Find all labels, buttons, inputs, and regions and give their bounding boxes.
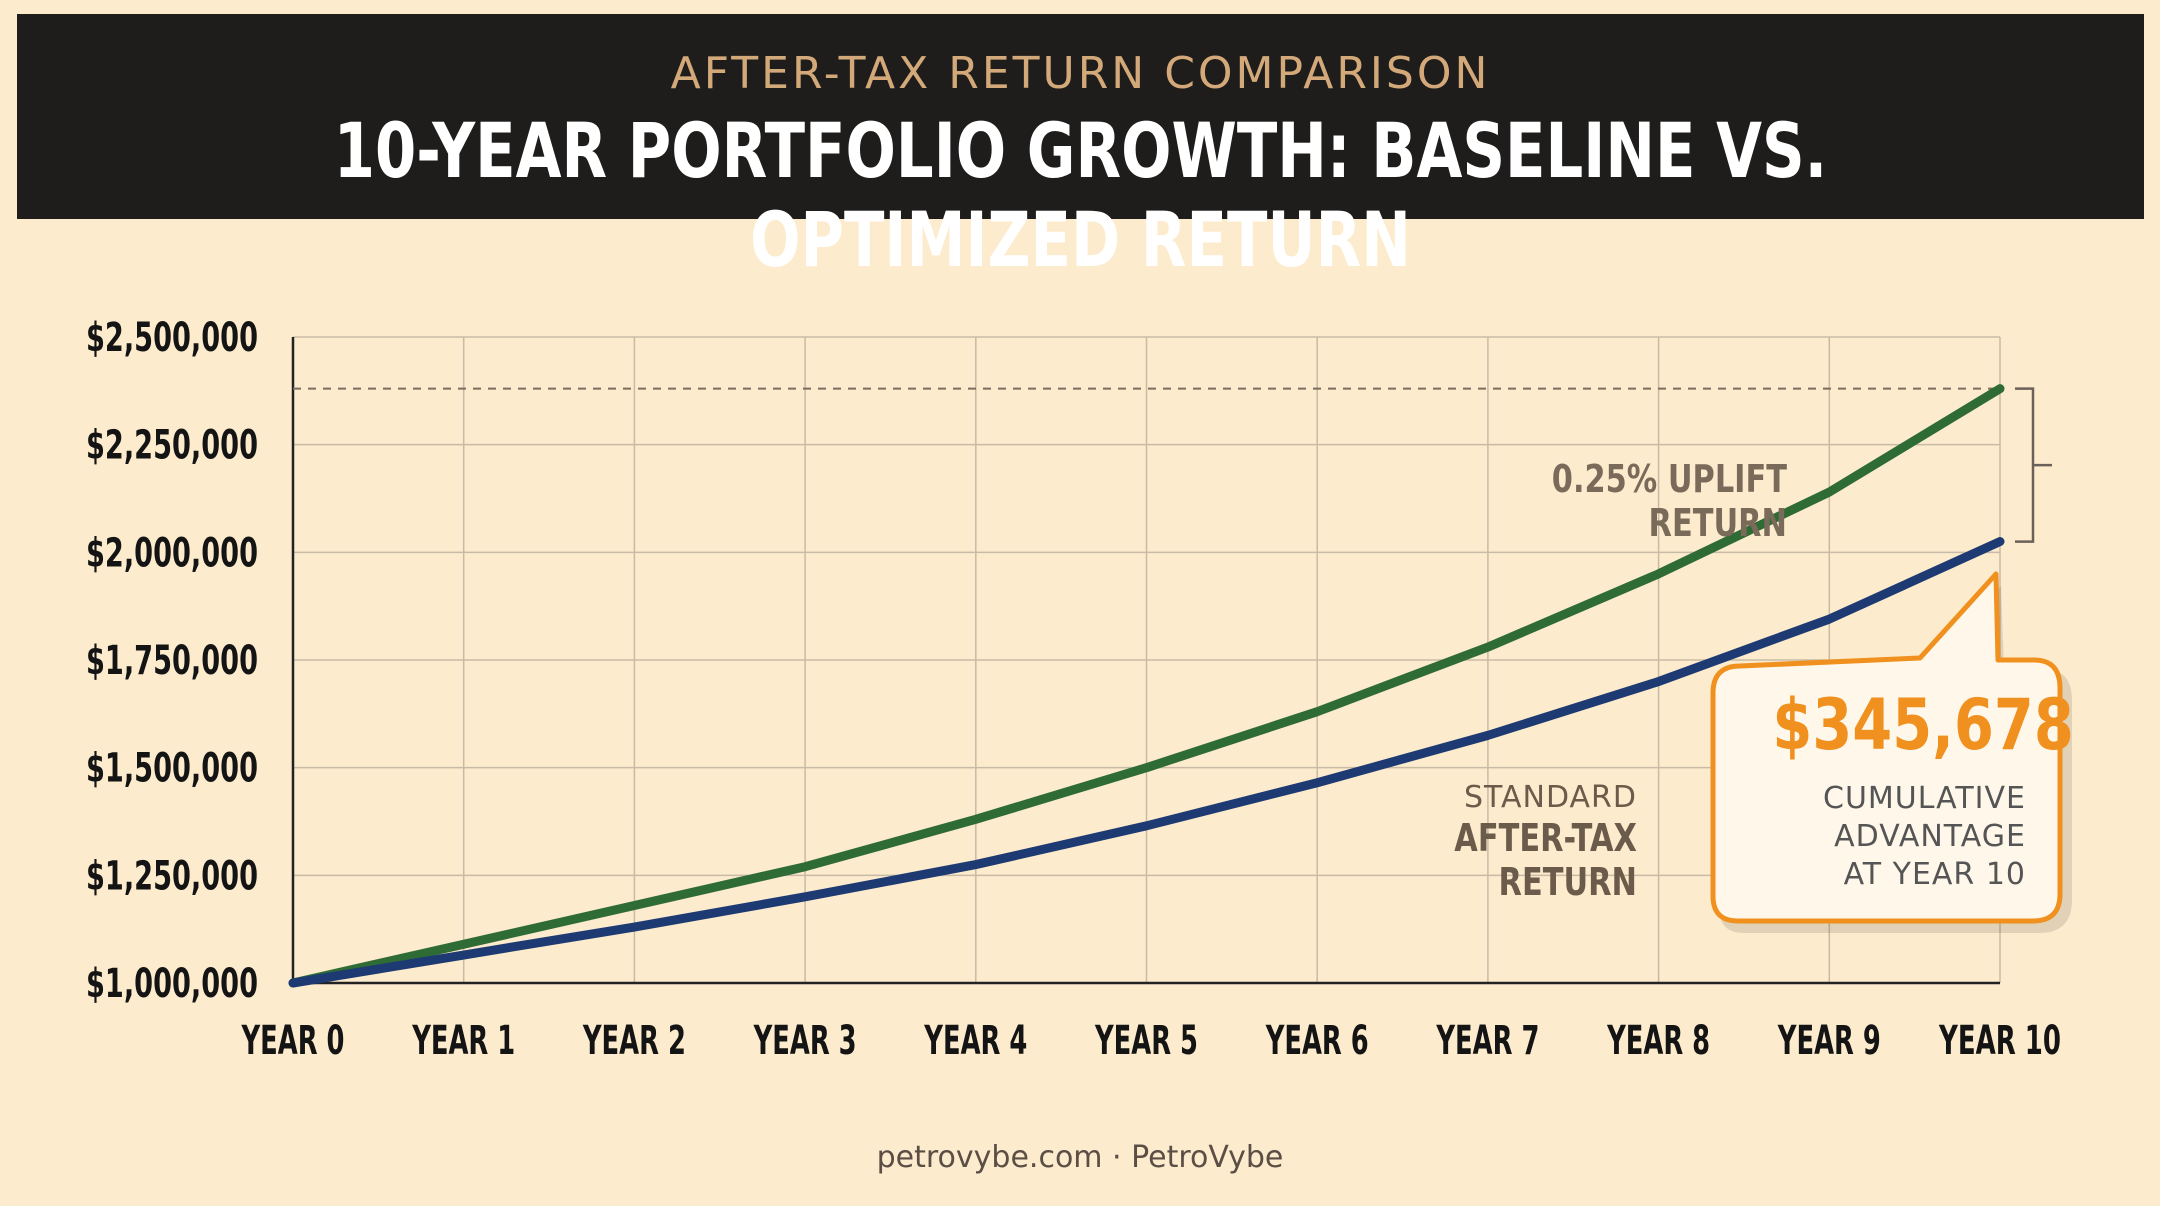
x-tick-label: YEAR 2: [582, 1018, 686, 1064]
callout-line3: AT YEAR 10: [1843, 857, 2026, 892]
x-tick-label: YEAR 0: [241, 1018, 345, 1064]
x-tick-label: YEAR 10: [1938, 1018, 2061, 1064]
x-tick-label: YEAR 5: [1094, 1018, 1198, 1064]
callout-box: [1710, 571, 2063, 924]
x-tick-label: YEAR 3: [753, 1018, 857, 1064]
header-banner: AFTER-TAX RETURN COMPARISON 10-YEAR PORT…: [17, 14, 2144, 284]
footer-credit: petrovybe.com · PetroVybe: [876, 1140, 1284, 1175]
callout-value: $345,678: [1772, 684, 2074, 766]
series-line-optimized: [288, 384, 2005, 988]
x-tick-label: YEAR 1: [412, 1018, 516, 1064]
x-tick-label: YEAR 7: [1436, 1018, 1540, 1064]
uplift-label: 0.25% UPLIFT RETURN: [1551, 457, 1787, 545]
standard-label-line1: STANDARD: [1463, 780, 1637, 815]
y-tick-label: $2,500,000: [86, 315, 258, 361]
standard-label-line2: AFTER-TAX RETURN: [1454, 816, 1637, 904]
series-line-standard: [288, 537, 2005, 988]
x-tick-label: YEAR 9: [1777, 1018, 1881, 1064]
y-tick-label: $1,000,000: [86, 961, 258, 1007]
chart-kicker: AFTER-TAX RETURN COMPARISON: [670, 48, 1491, 99]
chart-title: 10-YEAR PORTFOLIO GROWTH: BASELINE VS. O…: [333, 106, 1828, 284]
x-tick-label: YEAR 8: [1606, 1018, 1710, 1064]
y-tick-label: $1,250,000: [86, 853, 258, 899]
callout-line2: ADVANTAGE: [1834, 819, 2026, 854]
y-tick-label: $1,500,000: [86, 746, 258, 792]
y-tick-label: $2,250,000: [86, 423, 258, 469]
x-tick-label: YEAR 6: [1265, 1018, 1369, 1064]
uplift-bracket: [2015, 387, 2052, 543]
y-tick-label: $2,000,000: [86, 530, 258, 576]
x-tick-label: YEAR 4: [924, 1018, 1028, 1064]
callout-line1: CUMULATIVE: [1823, 781, 2026, 816]
callout-text: CUMULATIVE ADVANTAGE AT YEAR 10: [1713, 780, 2026, 894]
y-tick-label: $1,750,000: [86, 638, 258, 684]
